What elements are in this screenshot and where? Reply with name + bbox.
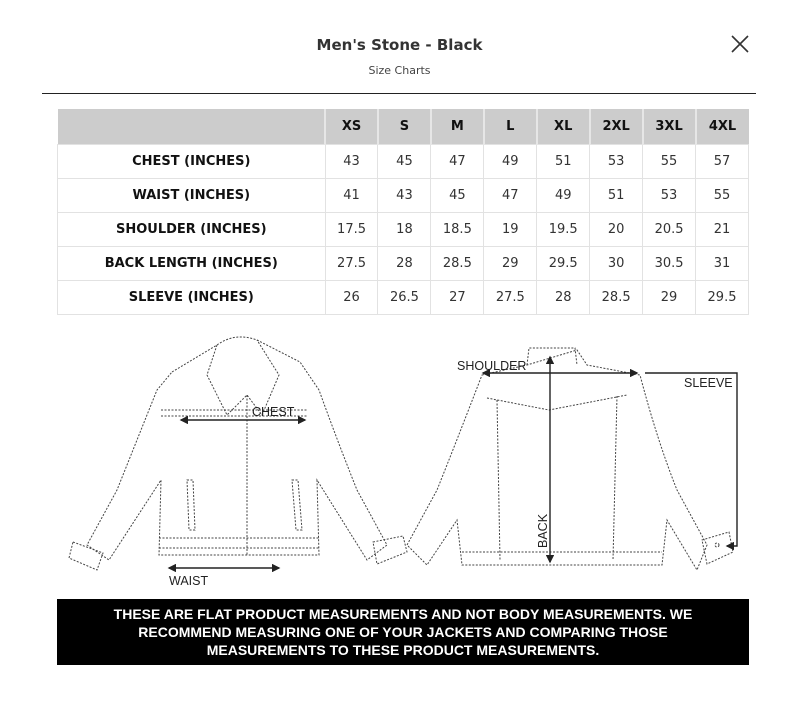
measurement-cell: 49 [536,178,591,213]
size-header: XS [325,109,379,145]
table-row: SHOULDER (INCHES) 17.5 18 18.5 19 19.5 20 20.5 2… [57,212,749,247]
measurement-cell: 43 [377,178,432,213]
measurement-cell: 28.5 [430,246,485,281]
size-header: 2XL [589,109,644,145]
measurement-cell: 43 [324,144,379,179]
sleeve-label: SLEEVE [684,376,733,390]
jacket-measurement-diagram: CHEST WAIST SHOULDER SLEEVE BACK [68,336,738,588]
measurement-cell: 21 [695,212,749,247]
size-header: 4XL [695,109,749,145]
measurement-cell: 29 [483,246,538,281]
row-label: BACK LENGTH (INCHES) [57,246,326,281]
back-jacket-drawing [406,347,734,572]
table-row: WAIST (INCHES) 41 43 45 47 49 51 53 55 [57,178,749,213]
measurement-cell: 57 [695,144,749,179]
row-label: SLEEVE (INCHES) [57,280,326,315]
measurement-cell: 29 [642,280,697,315]
chest-label: CHEST [252,405,295,419]
table-row: BACK LENGTH (INCHES) 27.5 28 28.5 29 29.5 30 30… [57,246,749,281]
measurement-cell: 20.5 [642,212,697,247]
measurement-cell: 29.5 [536,246,591,281]
size-header: XL [536,109,591,145]
measurement-cell: 18 [377,212,432,247]
measurement-cell: 55 [642,144,697,179]
measurement-cell: 30 [589,246,644,281]
table-header-row: XS S M L XL 2XL 3XL 4XL [57,109,749,145]
notice-text: THESE ARE FLAT PRODUCT MEASUREMENTS AND … [113,606,693,658]
measurement-cell: 53 [642,178,697,213]
size-chart-table: XS S M L XL 2XL 3XL 4XL CHEST (INCHES) 43 45 47 49 5… [57,109,749,315]
measurement-cell: 47 [483,178,538,213]
measurement-cell: 20 [589,212,644,247]
front-jacket-drawing [68,336,408,571]
modal-subtitle: Size Charts [368,64,431,77]
measurement-cell: 26 [324,280,379,315]
measurement-cell: 51 [589,178,644,213]
measurement-cell: 28.5 [589,280,644,315]
measurement-cell: 29.5 [695,280,749,315]
measurement-cell: 53 [589,144,644,179]
shoulder-label: SHOULDER [457,359,526,373]
measurement-cell: 45 [430,178,485,213]
measurement-cell: 27 [430,280,485,315]
measurement-cell: 26.5 [377,280,432,315]
measurement-cell: 17.5 [324,212,379,247]
measurement-cell: 27.5 [483,280,538,315]
row-label: WAIST (INCHES) [57,178,326,213]
measurement-cell: 18.5 [430,212,485,247]
table-row: SLEEVE (INCHES) 26 26.5 27 27.5 28 28.5 29 29.5 [57,280,749,315]
divider [42,93,756,94]
measurement-cell: 49 [483,144,538,179]
size-header: S [377,109,432,145]
header-blank [57,109,327,145]
measurement-cell: 47 [430,144,485,179]
measurement-cell: 51 [536,144,591,179]
measurement-arrows [167,355,738,573]
measurement-cell: 30.5 [642,246,697,281]
measurement-cell: 28 [536,280,591,315]
size-header: 3XL [642,109,697,145]
measurement-cell: 19 [483,212,538,247]
size-header: L [483,109,538,145]
waist-label: WAIST [169,574,208,588]
modal-title: Men's Stone - Black [316,36,483,54]
measurement-cell: 55 [695,178,749,213]
measurement-cell: 19.5 [536,212,591,247]
measurement-notice-banner: THESE ARE FLAT PRODUCT MEASUREMENTS AND … [57,599,749,665]
close-icon[interactable] [729,33,751,55]
measurement-cell: 27.5 [324,246,379,281]
row-label: SHOULDER (INCHES) [57,212,326,247]
measurement-cell: 28 [377,246,432,281]
back-label: BACK [536,513,550,548]
size-header: M [430,109,485,145]
table-row: CHEST (INCHES) 43 45 47 49 51 53 55 57 [57,144,749,179]
measurement-cell: 31 [695,246,749,281]
row-label: CHEST (INCHES) [57,144,326,179]
measurement-cell: 41 [324,178,379,213]
measurement-cell: 45 [377,144,432,179]
